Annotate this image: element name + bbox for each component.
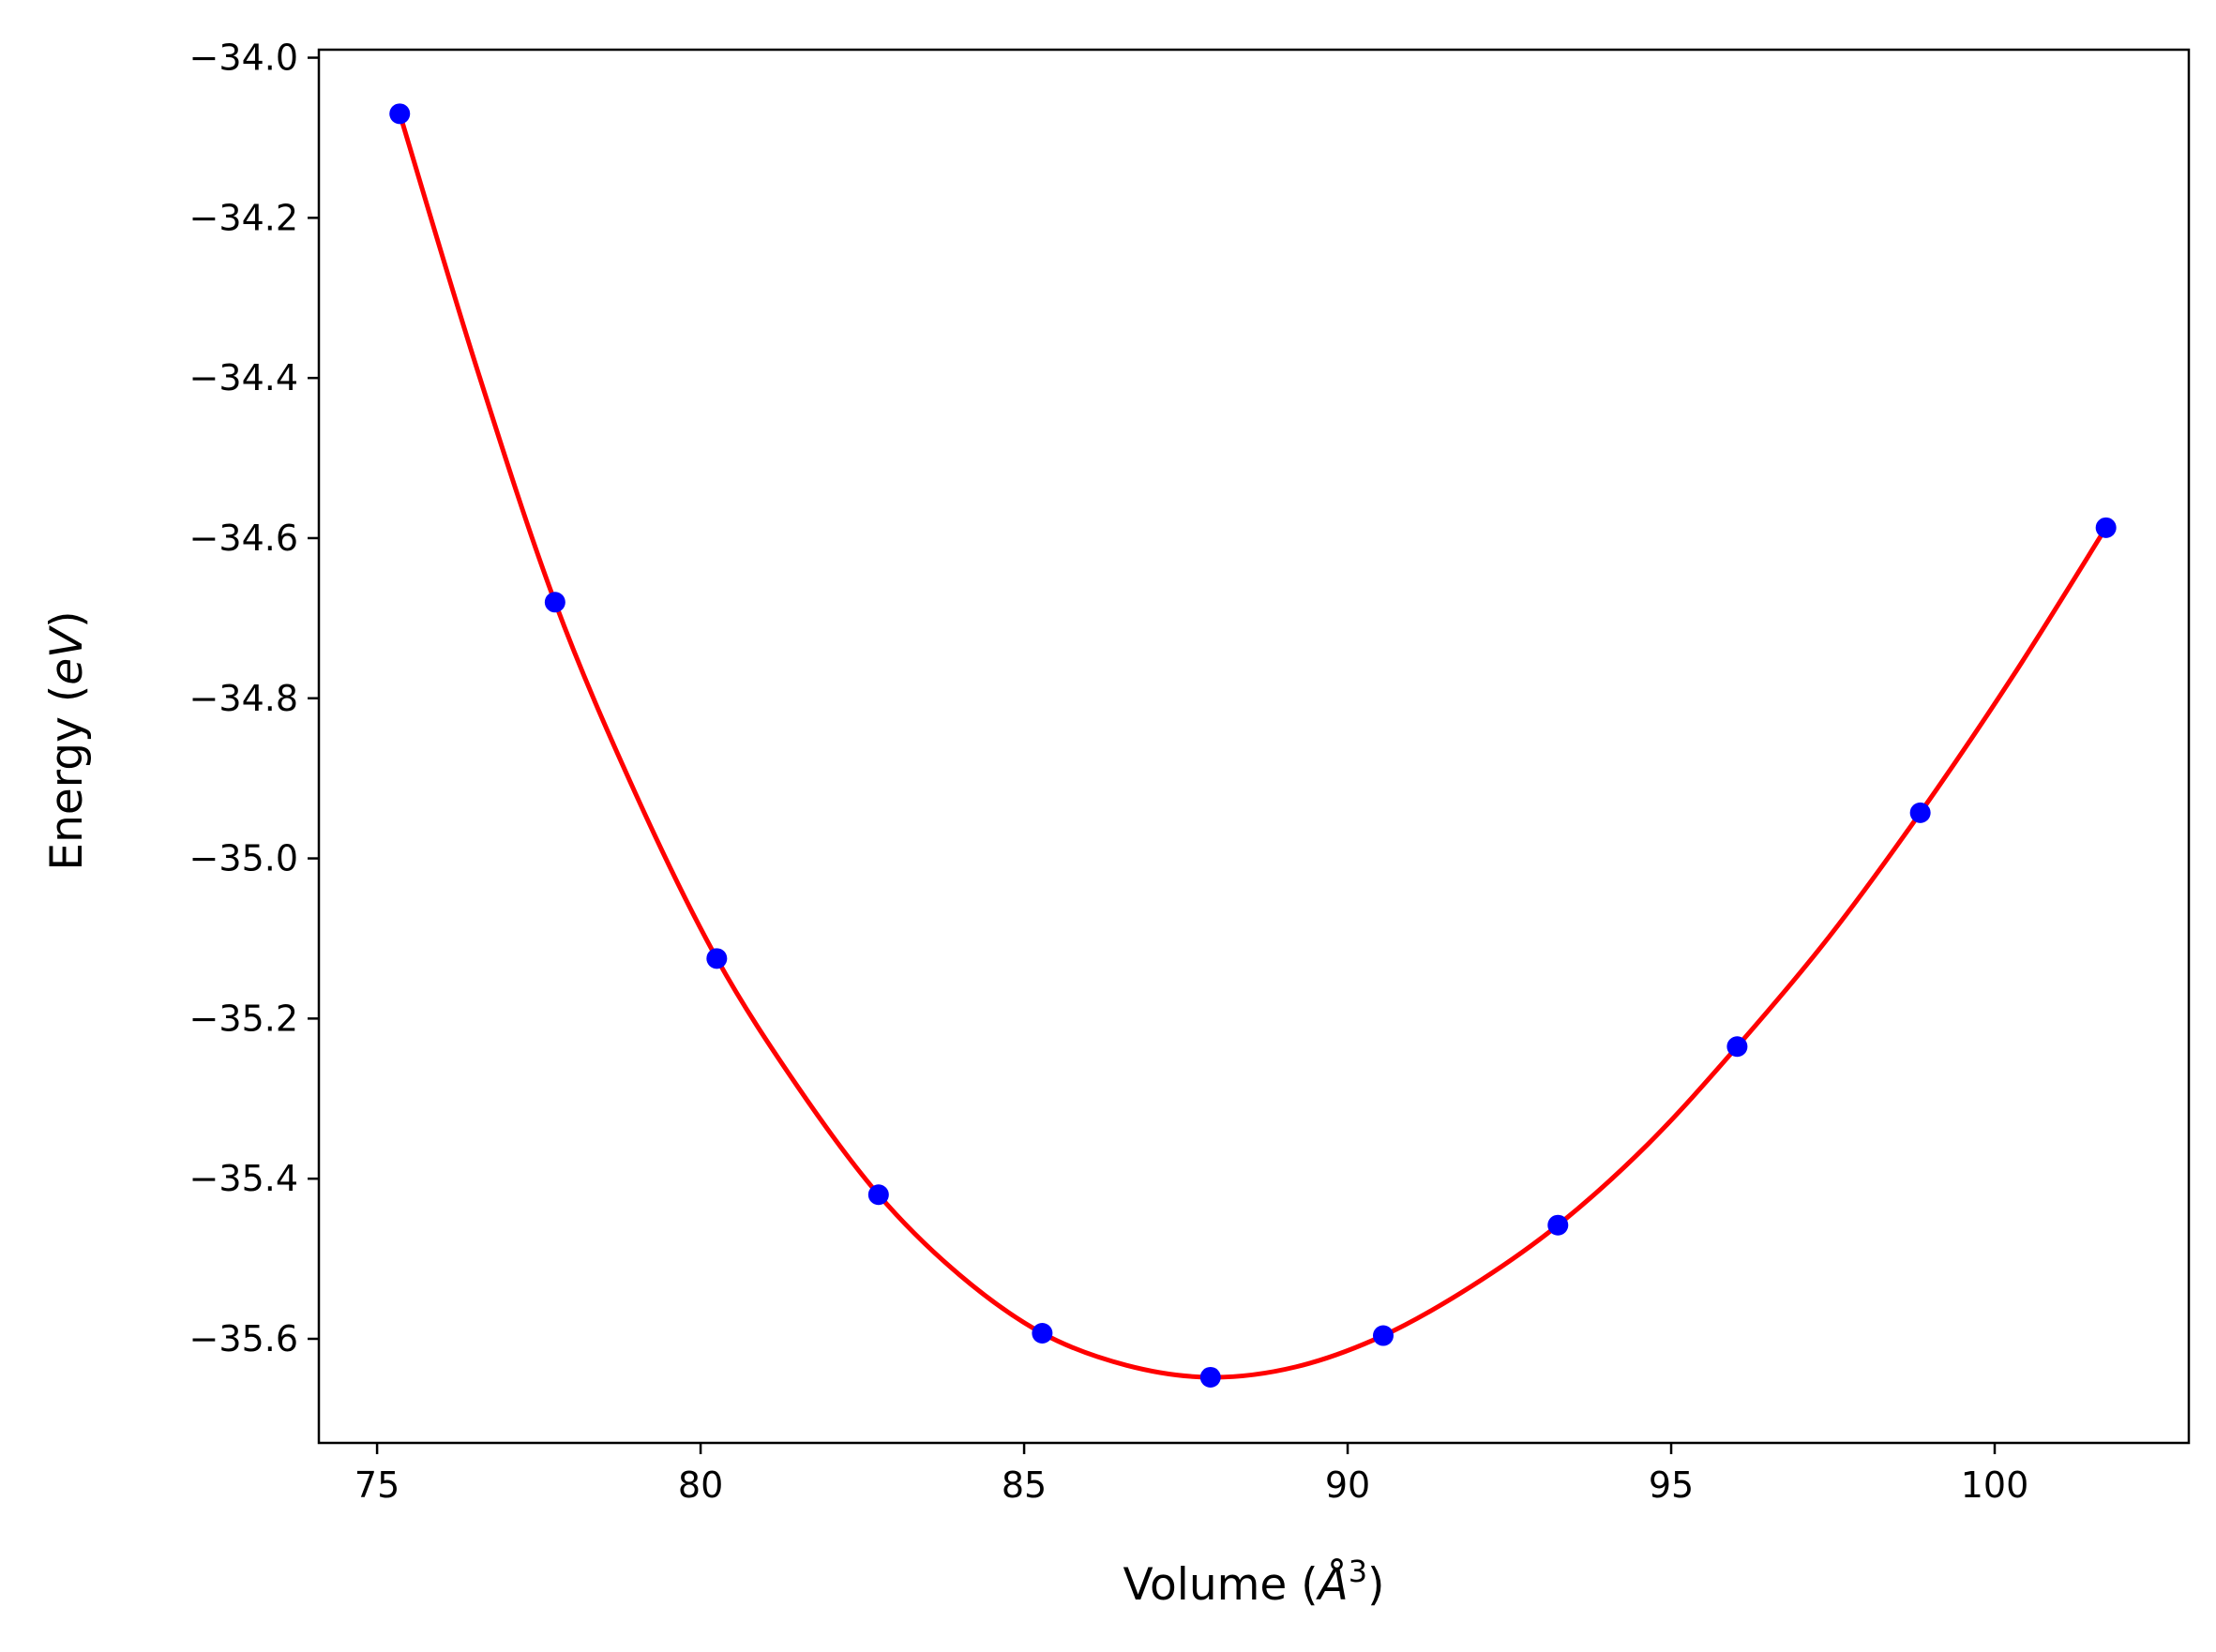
y-tick-label: −35.2	[189, 998, 298, 1039]
data-point	[544, 592, 565, 613]
y-axis-title: Energy (eV)	[41, 610, 93, 870]
y-tick-label: −34.0	[189, 38, 298, 79]
y-tick-label: −35.4	[189, 1158, 298, 1199]
y-tick-label: −34.6	[189, 518, 298, 559]
y-tick-label: −35.0	[189, 838, 298, 879]
axis-ticks: 75 80 85 90 95 100 −34.0 −34.2 −34.4 −34.6 −34.8 −3…	[189, 38, 2029, 1506]
x-tick-label: 80	[678, 1464, 723, 1506]
plot-frame	[317, 48, 2191, 1445]
y-tick-label: −35.6	[189, 1318, 298, 1359]
fit-curve-line	[397, 113, 2108, 1380]
y-tick-label: −34.8	[189, 678, 298, 719]
y-tick-label: −34.2	[189, 197, 298, 238]
data-point	[1726, 1036, 1748, 1058]
data-point	[1909, 802, 1931, 823]
data-point	[1372, 1325, 1394, 1346]
data-point	[1199, 1366, 1221, 1388]
plot-area	[389, 103, 2117, 1388]
x-tick-label: 90	[1325, 1464, 1370, 1506]
data-point	[2095, 517, 2117, 538]
data-point	[389, 103, 411, 125]
x-axis-title: Volume (Å3)	[1123, 1554, 1385, 1611]
x-tick-label: 85	[1002, 1464, 1047, 1506]
x-tick-label: 75	[354, 1464, 399, 1506]
data-point	[1032, 1323, 1053, 1344]
x-tick-label: 95	[1649, 1464, 1694, 1506]
data-point	[1547, 1214, 1569, 1236]
x-tick-label: 100	[1961, 1464, 2029, 1506]
y-tick-label: −34.4	[189, 357, 298, 398]
data-point	[706, 948, 728, 969]
data-point	[867, 1184, 889, 1206]
